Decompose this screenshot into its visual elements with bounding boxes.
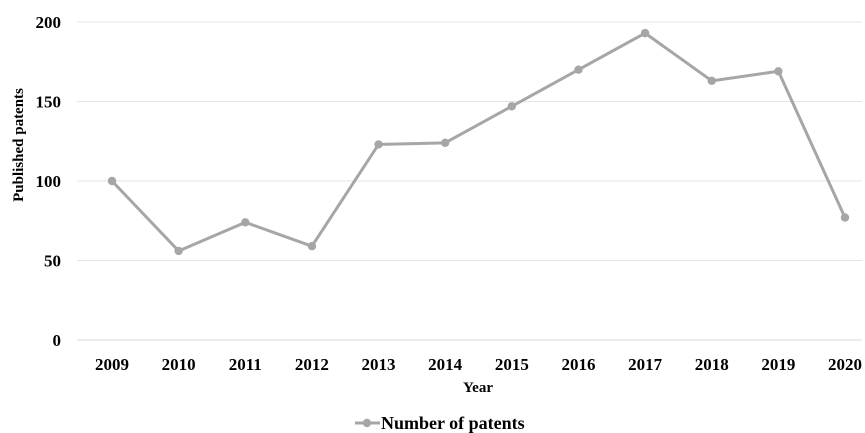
legend-point-marker — [362, 418, 372, 428]
data-point — [374, 140, 383, 149]
x-tick-label: 2018 — [695, 355, 729, 374]
x-tick-label: 2017 — [628, 355, 663, 374]
data-points — [107, 28, 850, 256]
x-axis-ticks: 2009 2010 2011 2012 2013 2014 2015 2016 2017 2018… — [95, 355, 862, 374]
x-tick-label: 2016 — [561, 355, 595, 374]
x-tick-label: 2011 — [229, 355, 262, 374]
data-point — [241, 218, 250, 227]
data-point — [174, 246, 183, 256]
data-point — [840, 213, 850, 222]
data-point — [774, 67, 783, 76]
y-tick-label: 0 — [53, 331, 62, 350]
y-tick-label: 200 — [36, 13, 62, 32]
data-point — [640, 28, 650, 38]
x-tick-label: 2013 — [362, 355, 396, 374]
y-tick-label: 50 — [44, 252, 61, 271]
data-point — [707, 76, 716, 86]
y-axis-title: Published patents — [11, 88, 27, 202]
legend: Number of patents — [355, 413, 525, 433]
y-axis-ticks: 0 50 100 150 200 — [36, 13, 62, 350]
x-tick-label: 2020 — [828, 355, 862, 374]
gridlines — [77, 21, 862, 341]
x-tick-label: 2009 — [95, 355, 129, 374]
data-point — [507, 102, 517, 111]
x-tick-label: 2012 — [295, 355, 329, 374]
x-tick-label: 2015 — [495, 355, 529, 374]
x-tick-label: 2019 — [761, 355, 795, 374]
y-tick-label: 150 — [36, 93, 62, 112]
data-point — [107, 176, 117, 186]
data-point — [574, 65, 583, 74]
series-lines — [110, 31, 847, 253]
legend-label: Number of patents — [381, 413, 525, 433]
data-point — [440, 138, 450, 148]
x-axis-title: Year — [463, 380, 493, 396]
data-point — [307, 241, 317, 251]
series-line — [110, 31, 847, 253]
y-tick-label: 100 — [36, 172, 62, 191]
x-tick-label: 2010 — [162, 355, 196, 374]
x-tick-label: 2014 — [428, 355, 463, 374]
